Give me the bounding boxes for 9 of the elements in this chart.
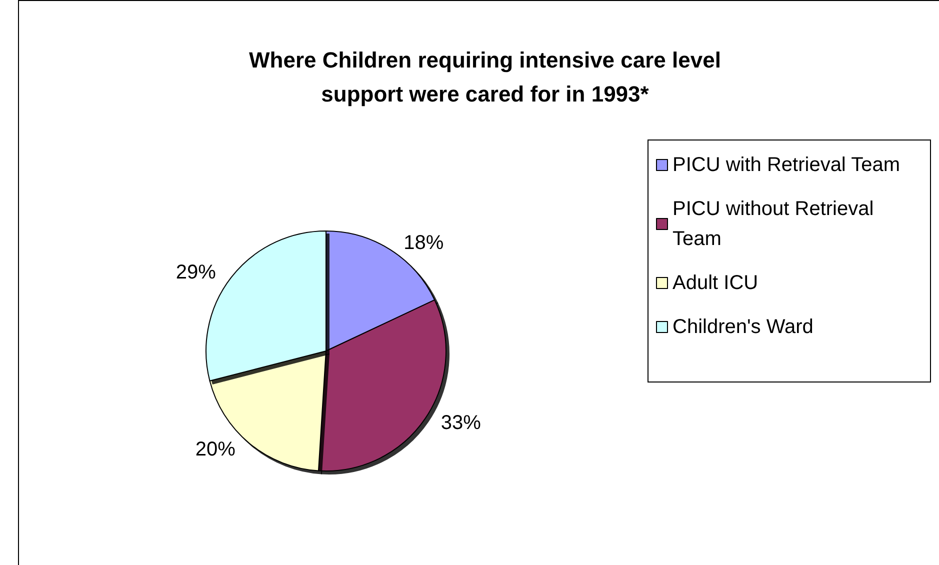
data-label: 20% bbox=[195, 438, 236, 461]
chart-title: Where Children requiring intensive care level support were cared for in 1993* bbox=[249, 48, 721, 106]
data-label: 18% bbox=[404, 232, 444, 254]
legend-label: Children's Ward bbox=[672, 316, 814, 338]
data-label: 29% bbox=[176, 262, 216, 284]
data-label: 33% bbox=[440, 412, 482, 434]
legend-label: Adult ICU bbox=[672, 272, 758, 294]
legend-label: PICU with Retrieval Team bbox=[672, 154, 900, 176]
legend-label: PICU without Retrieval Team bbox=[672, 198, 880, 250]
